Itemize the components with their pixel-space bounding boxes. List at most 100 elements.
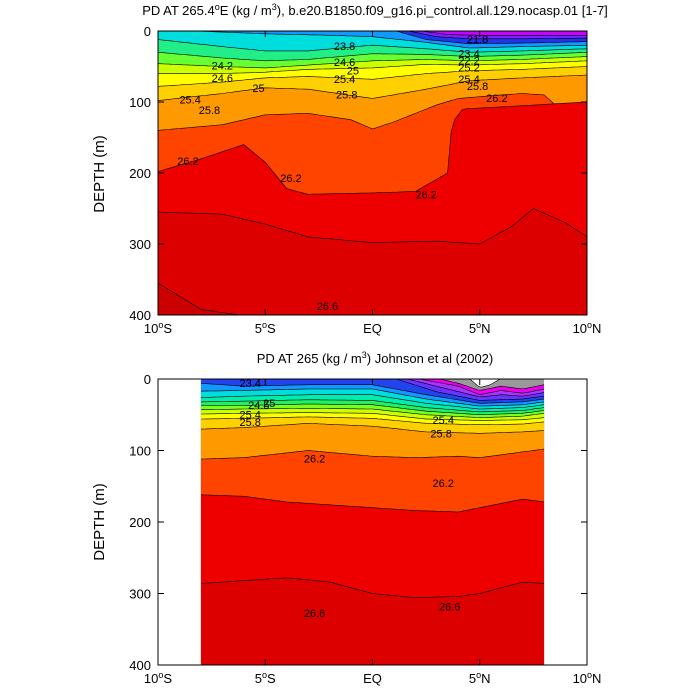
contour-band-27 [200, 577, 545, 665]
x-tick-label: 10oS [144, 320, 172, 336]
contour-label: 26.2 [304, 454, 325, 466]
contour-label: 25.8 [199, 105, 220, 117]
contour-label: 21.8 [467, 34, 488, 46]
y-tick-label: 200 [129, 166, 151, 181]
contour-band-27-4 [158, 283, 239, 315]
contour-line-27-4 [158, 282, 241, 315]
x-tick-label: EQ [363, 671, 382, 686]
contour-label: 23.4 [240, 378, 261, 390]
y-tick-label: 100 [129, 444, 151, 459]
contour-label: 26.6 [304, 608, 325, 620]
contour-label: 25.4 [458, 74, 479, 86]
contour-line-22-2 [418, 31, 587, 36]
y-tick-label: 100 [129, 95, 151, 110]
contour-line-23 [395, 31, 587, 45]
contour-field [158, 31, 587, 315]
y-tick-label: 300 [129, 237, 151, 252]
contour-line-24-6 [200, 408, 545, 418]
contour-label: 26.2 [177, 156, 198, 168]
y-tick-label: 400 [129, 658, 151, 673]
contour-line-25-4 [158, 66, 587, 87]
contour-label: 25.4 [334, 74, 355, 86]
contour-band-27 [158, 208, 587, 315]
contour-line-25-4 [200, 416, 545, 425]
contour-label: 23.4 [458, 48, 479, 60]
contour-line-26-2 [158, 93, 587, 135]
contour-line-25 [200, 412, 545, 421]
contour-field [200, 379, 545, 667]
contour-label: 25.2 [458, 62, 479, 74]
contour-label: 25.8 [240, 417, 261, 429]
y-tick-label: 400 [129, 308, 151, 323]
model-panel: PD AT 265.4oE (kg / m3), b.e20.B1850.f09… [91, 2, 608, 336]
contour-label: 24.6 [334, 57, 355, 69]
contour-line-22-6 [406, 31, 587, 40]
contour-line-27 [200, 577, 545, 599]
model-panel-title: PD AT 265.4oE (kg / m3), b.e20.B1850.f09… [142, 2, 608, 18]
x-tick-label: 10oS [144, 670, 172, 686]
y-tick-label: 200 [129, 515, 151, 530]
contour-line-23-8 [200, 399, 545, 413]
contour-line-21-8 [406, 379, 545, 398]
x-tick-label: EQ [363, 321, 382, 336]
model-axes: 10oS 5oS EQ 5oN 10oN 0 100 200 300 400 [129, 24, 601, 336]
contour-label: 25.4 [240, 409, 261, 421]
contour-line-25 [158, 60, 587, 74]
contour-label: 26.2 [280, 173, 301, 185]
observed-y-axis-label: DEPTH (m) [91, 483, 108, 561]
contour-line-20-6 [468, 379, 501, 388]
x-tick-label: 10oN [573, 320, 602, 336]
observed-axes: 10oS 5oS EQ 5oN 10oN 0 100 200 300 400 [129, 372, 601, 686]
contour-label: 24.5 [248, 400, 269, 412]
observed-panel-title: PD AT 265 (kg / m3) Johnson et al (2002) [257, 350, 494, 366]
y-tick-label: 0 [144, 24, 151, 39]
contour-label: 25.4 [433, 415, 454, 427]
contour-label: 24.2 [212, 60, 233, 72]
contour-label: 26.2 [433, 478, 454, 490]
contour-label: 25.8 [430, 429, 451, 441]
contour-label: 25 [252, 83, 264, 95]
contour-line-25-8 [200, 423, 545, 434]
contour-label: 25 [263, 398, 275, 410]
contour-line-26-6 [200, 494, 545, 513]
contour-label: 26.2 [415, 190, 436, 202]
contour-line-23-8 [158, 39, 587, 53]
contour-label: 25.8 [467, 81, 488, 93]
contour-label: 24.6 [212, 73, 233, 85]
x-tick-label: 10oN [573, 670, 602, 686]
observed-panel: PD AT 265 (kg / m3) Johnson et al (2002)… [91, 350, 601, 686]
contour-line-21-4 [417, 379, 545, 395]
y-tick-label: 300 [129, 587, 151, 602]
contour-band-27-4 [201, 666, 544, 667]
contour-line-26-6 [158, 101, 587, 195]
contour-label: 26.6 [439, 602, 460, 614]
contour-line-23-4 [200, 394, 545, 410]
contour-label: 26.2 [486, 93, 507, 105]
contour-label: 23.8 [334, 41, 355, 53]
observed-contour-plot [200, 379, 545, 667]
contour-label: 26.6 [317, 301, 338, 313]
contour-line-27 [158, 208, 587, 245]
x-tick-label: 5oN [469, 320, 491, 336]
contour-line-24-2 [158, 52, 587, 62]
contour-line-21 [438, 379, 545, 391]
y-tick-label: 0 [144, 372, 151, 387]
contour-label: 25.4 [179, 94, 200, 106]
contour-line-24-6 [158, 56, 587, 69]
x-tick-label: 5oS [255, 320, 276, 336]
model-y-axis-label: DEPTH (m) [91, 135, 108, 213]
x-tick-label: 5oS [255, 670, 276, 686]
contour-line-23 [200, 388, 545, 407]
x-tick-label: 5oN [469, 670, 491, 686]
contour-label: 22.2 [458, 55, 479, 67]
contour-label: 25.8 [336, 89, 357, 101]
contour-line-26-2 [200, 448, 545, 460]
contour-line-24-2 [200, 403, 545, 415]
model-contour-plot [158, 31, 587, 315]
contour-line-22-2 [395, 379, 545, 401]
contour-label: 25 [347, 65, 359, 77]
contour-line-25-8 [158, 74, 587, 101]
